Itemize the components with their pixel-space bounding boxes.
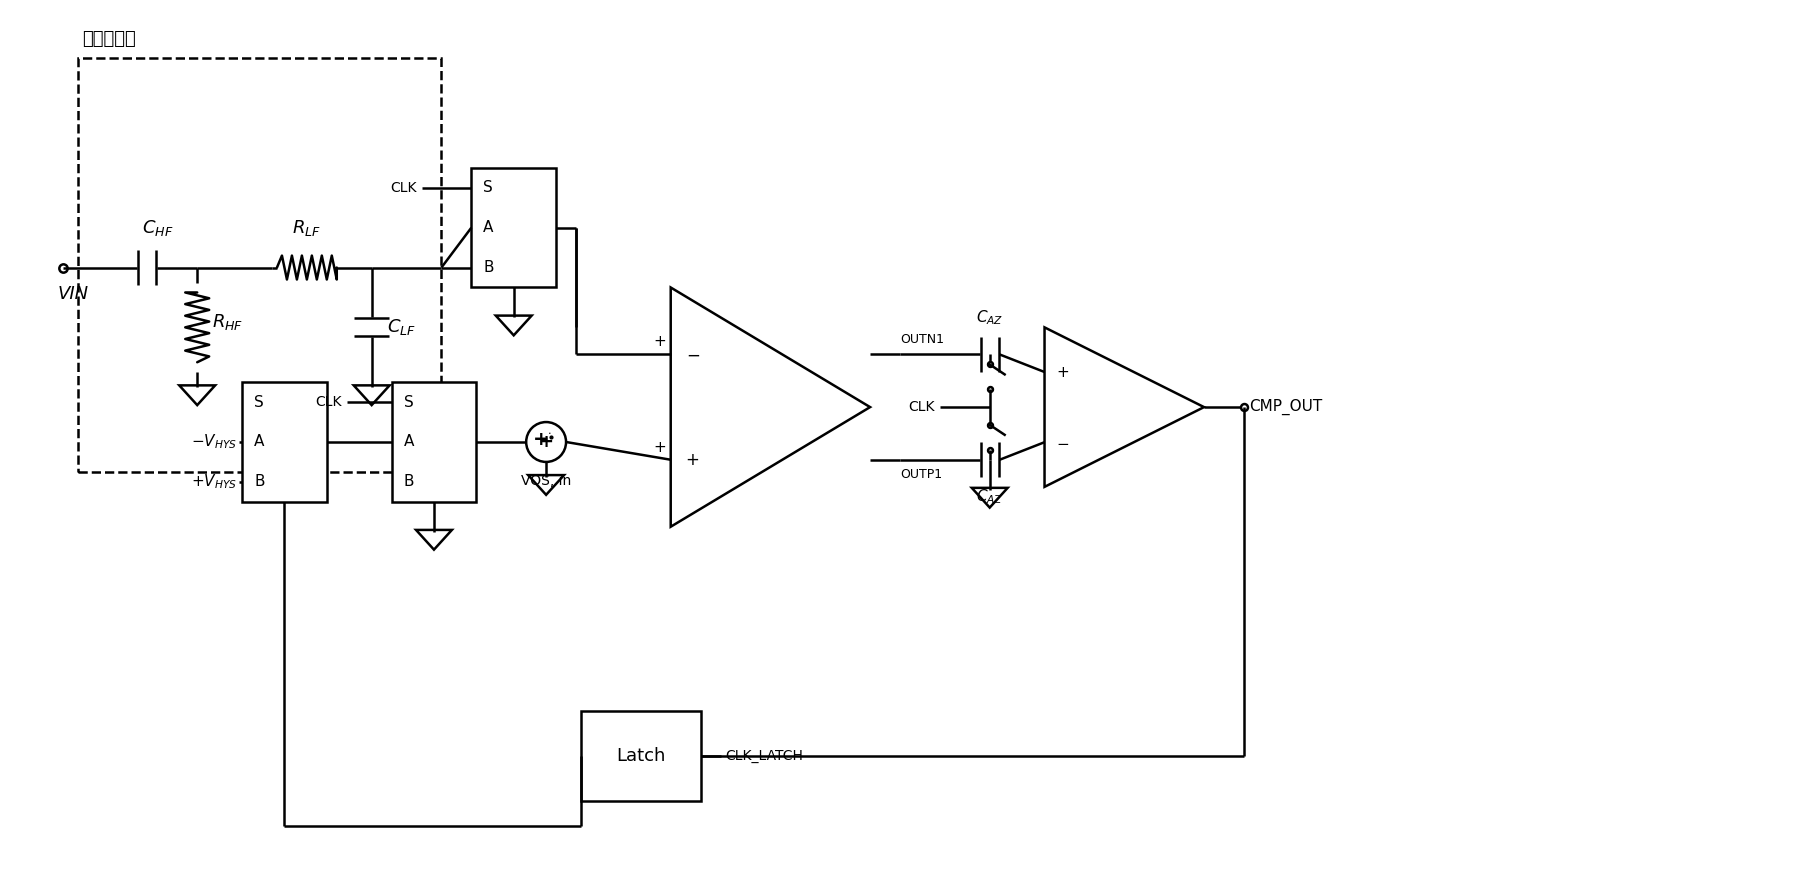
- Text: $C_{HF}$: $C_{HF}$: [142, 218, 174, 237]
- Text: +: +: [533, 430, 550, 449]
- Text: $+V_{HYS}$: $+V_{HYS}$: [190, 473, 237, 491]
- Text: ⋅: ⋅: [548, 429, 551, 439]
- Text: CLK: CLK: [316, 395, 341, 409]
- Text: +: +: [1056, 364, 1069, 379]
- Text: CMP_OUT: CMP_OUT: [1248, 399, 1322, 415]
- Text: CLK_LATCH: CLK_LATCH: [726, 749, 803, 763]
- Bar: [242, 382, 327, 502]
- Text: $C_{AZ}$: $C_{AZ}$: [975, 488, 1004, 506]
- Text: $C_{LF}$: $C_{LF}$: [386, 318, 415, 337]
- Text: $C_{AZ}$: $C_{AZ}$: [975, 308, 1004, 326]
- Text: 输入滤波器: 输入滤波器: [83, 30, 136, 49]
- Text: OUTN1: OUTN1: [900, 333, 945, 347]
- Text: +: +: [686, 451, 700, 468]
- Text: OUTP1: OUTP1: [900, 467, 943, 481]
- Text: A: A: [404, 435, 413, 450]
- Text: +: +: [539, 433, 553, 451]
- Bar: [580, 711, 700, 801]
- Text: $-V_{HYS}$: $-V_{HYS}$: [190, 433, 237, 452]
- Text: S: S: [483, 180, 494, 195]
- Text: A: A: [253, 435, 264, 450]
- Text: B: B: [483, 260, 494, 275]
- Text: B: B: [404, 475, 415, 490]
- Text: $R_{HF}$: $R_{HF}$: [212, 312, 244, 333]
- Text: $-$: $-$: [686, 346, 700, 363]
- Text: S: S: [253, 394, 264, 409]
- Text: $-$: $-$: [1056, 435, 1070, 450]
- Text: $R_{LF}$: $R_{LF}$: [293, 218, 321, 237]
- Text: CLK: CLK: [909, 400, 936, 415]
- Text: A: A: [483, 220, 494, 235]
- Text: +: +: [654, 334, 666, 349]
- Bar: [392, 382, 476, 502]
- Text: +: +: [654, 440, 666, 455]
- Text: CLK: CLK: [390, 181, 417, 195]
- Text: VOS, in: VOS, in: [521, 474, 571, 488]
- Bar: [471, 168, 557, 288]
- Text: B: B: [253, 475, 264, 490]
- Text: Latch: Latch: [616, 747, 666, 765]
- Text: VIN: VIN: [57, 286, 88, 303]
- Text: S: S: [404, 394, 413, 409]
